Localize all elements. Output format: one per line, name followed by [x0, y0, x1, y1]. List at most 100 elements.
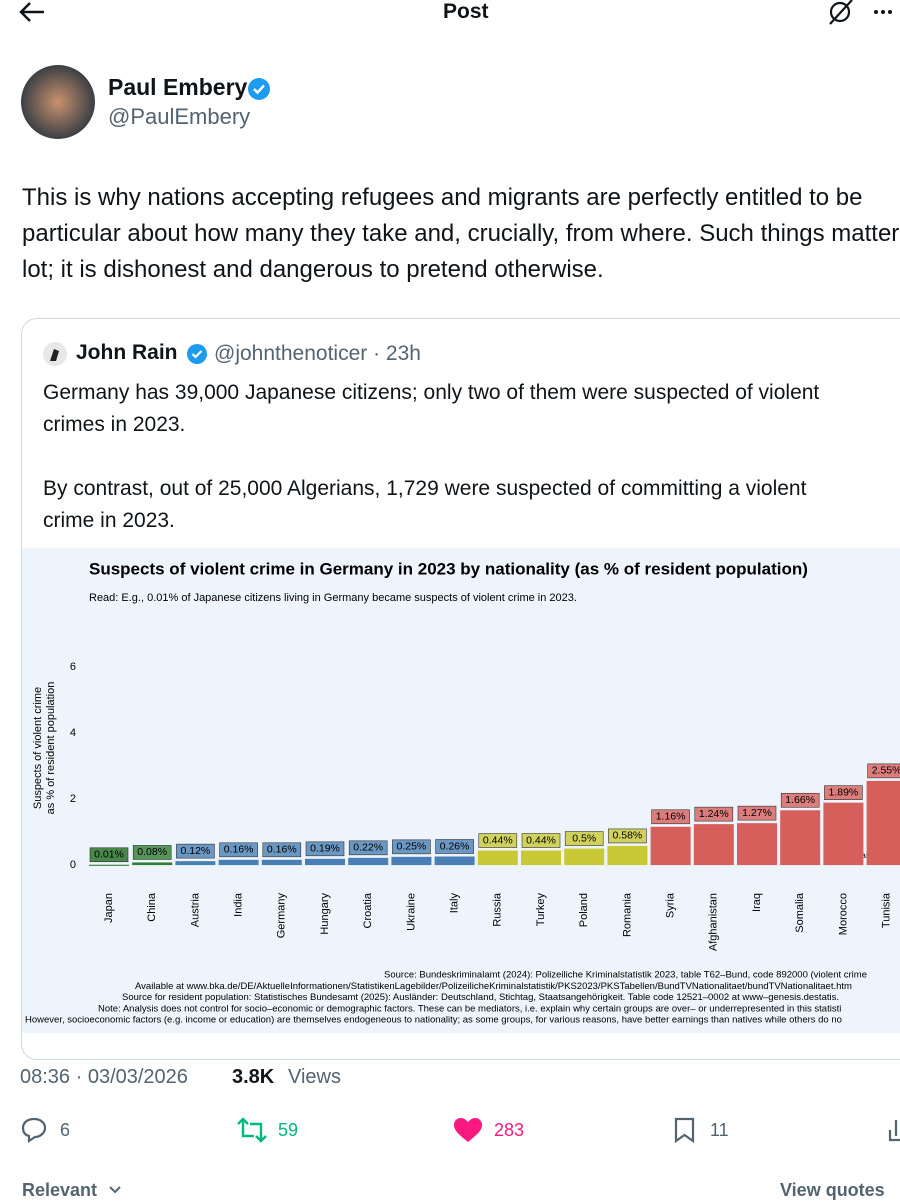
repost-icon[interactable]: [234, 1116, 270, 1144]
bar: [780, 810, 821, 866]
value-label-box: [132, 845, 172, 860]
value-label: 0.16%: [267, 844, 297, 856]
x-tick-label: Morocco: [837, 893, 849, 935]
bar: [823, 802, 864, 866]
chart-title: Suspects of violent crime in Germany in …: [89, 559, 808, 578]
value-label: 0.12%: [181, 845, 211, 857]
chart-subtitle: Read: E.g., 0.01% of Japanese citizens l…: [89, 592, 577, 604]
value-label: 0.01%: [94, 849, 124, 861]
y-tick-label: 4: [70, 727, 76, 739]
value-label-box: [564, 831, 604, 846]
x-tick-label: Syria: [665, 892, 677, 918]
value-label-box: [521, 833, 561, 848]
value-label-box: [305, 841, 345, 857]
bookmark-icon[interactable]: [672, 1116, 698, 1144]
chart: Suspects of violent crime in Germany in …: [22, 548, 900, 1033]
x-tick-label: Croatia: [362, 892, 374, 928]
x-tick-label: Iraq: [751, 893, 763, 912]
bar: [521, 850, 561, 866]
y-axis-label: Suspects of violent crime: [32, 687, 44, 809]
x-tick-label: China: [146, 892, 158, 922]
reply-count: 6: [60, 1120, 71, 1140]
x-tick-label: Japan: [103, 893, 115, 923]
bar: [132, 862, 173, 866]
source-note: Source for resident population: Statisti…: [122, 992, 839, 1003]
value-label-box: [219, 842, 258, 858]
repost-count: 59: [278, 1120, 299, 1140]
quotes-tab[interactable]: View quotes: [780, 1180, 885, 1200]
value-label: 0.19%: [310, 843, 340, 855]
post-time: 08:36 · 03/03/2026: [20, 1066, 188, 1088]
source-note: However, socioeconomic factors (e.g. inc…: [25, 1015, 842, 1026]
x-tick-label: Germany: [276, 893, 288, 939]
value-label-box: [737, 805, 777, 821]
value-label-box: [262, 842, 302, 858]
bar: [175, 861, 216, 866]
value-label: 0.22%: [353, 842, 383, 854]
post-text: This is why nations accepting refugees a…: [22, 184, 900, 283]
source-note: Available at www.bka.de/DE/AktuelleInfor…: [135, 981, 852, 992]
value-label-box: [651, 809, 690, 825]
bar: [650, 826, 691, 866]
quote-paragraph: By contrast, out of 25,000 Algerians, 1,…: [43, 477, 807, 532]
x-tick-label: Poland: [578, 893, 590, 927]
value-label-box: [824, 785, 863, 800]
verified-badge: [187, 344, 207, 364]
reply-icon[interactable]: [20, 1116, 48, 1144]
value-label: 1.24%: [699, 808, 729, 820]
like-icon[interactable]: [452, 1116, 484, 1144]
value-label: 0.26%: [440, 840, 470, 852]
like-count: 283: [494, 1120, 525, 1140]
x-tick-label: Turkey: [535, 893, 547, 927]
verified-badge: [248, 78, 270, 100]
value-label-box: [89, 847, 129, 863]
value-label: 0.44%: [526, 834, 556, 846]
quote-handle-time: @johnthenoticer · 23h: [214, 342, 421, 365]
x-tick-label: Hungary: [319, 893, 331, 935]
quote-avatar: [43, 342, 67, 366]
value-label: 2.55%: [872, 765, 900, 777]
value-label-box: [780, 792, 820, 808]
value-label-box: [348, 840, 388, 856]
bar: [607, 845, 648, 866]
bar: [434, 856, 475, 866]
value-label: 0.58%: [613, 830, 643, 842]
sort-tab[interactable]: Relevant: [22, 1180, 98, 1200]
x-tick-label: Ukraine: [405, 893, 417, 931]
author-handle[interactable]: @PaulEmbery: [108, 104, 251, 129]
value-label-box: [694, 806, 734, 822]
x-tick-label: Tunisia: [881, 892, 893, 928]
value-label-box: [867, 763, 900, 779]
bar: [348, 857, 389, 866]
x-tick-label: India: [233, 892, 245, 917]
sort-chevron: [109, 1186, 121, 1194]
bar: [305, 858, 345, 866]
header-icons[interactable]: [826, 0, 900, 26]
value-label: 0.25%: [397, 841, 427, 853]
value-label-box: [435, 839, 474, 854]
x-tick-label: Somalia: [794, 892, 806, 933]
quote-paragraph: Germany has 39,000 Japanese citizens; on…: [43, 381, 820, 436]
avatar[interactable]: [20, 64, 96, 140]
value-label: 1.66%: [785, 794, 815, 806]
value-label: 0.08%: [137, 846, 167, 858]
value-label-box: [608, 828, 647, 844]
bookmark-count: 11: [710, 1120, 729, 1140]
bar: [564, 848, 605, 866]
x-tick-label: Austria: [189, 892, 201, 927]
source-note: Note: Analysis does not control for soci…: [98, 1003, 841, 1014]
bar: [261, 859, 302, 866]
quoted-post[interactable]: John Rain @johnthenoticer · 23h Germany …: [21, 318, 900, 1060]
back-button[interactable]: [16, 0, 56, 26]
bar: [477, 850, 518, 866]
x-tick-label: Romania: [621, 892, 633, 937]
share-icon[interactable]: [884, 1116, 900, 1144]
bar: [218, 859, 259, 866]
views-count: 3.8K: [232, 1066, 275, 1088]
value-label: 0.5%: [572, 832, 596, 844]
value-label-box: [478, 833, 518, 848]
source-note: Source: Bundeskriminalamt (2024): Polize…: [384, 970, 867, 981]
author-name[interactable]: Paul Embery: [108, 74, 248, 100]
bar: [89, 864, 129, 866]
